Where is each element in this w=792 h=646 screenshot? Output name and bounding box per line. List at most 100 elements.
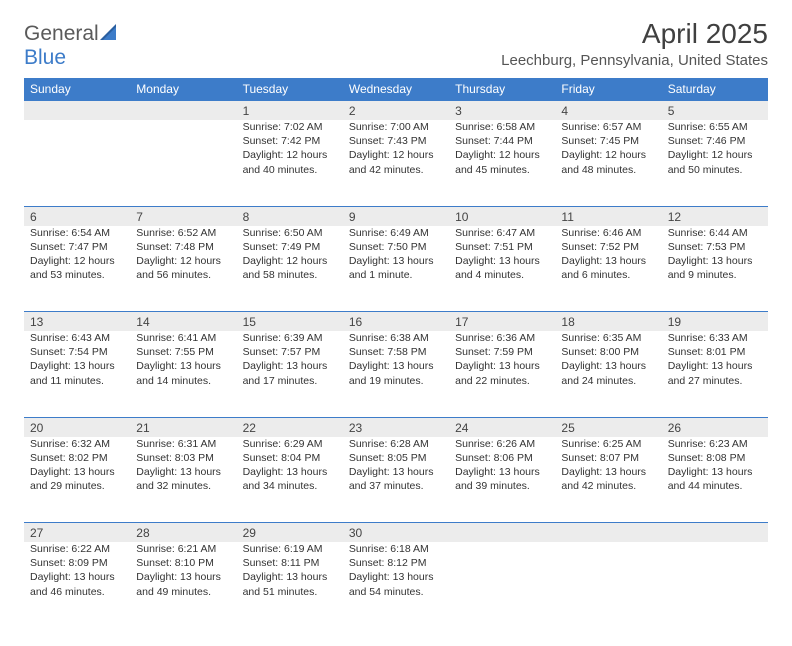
daylight-text: and 4 minutes. (455, 268, 549, 282)
day-number-cell: 27 (24, 523, 130, 543)
brand-sail-icon (100, 22, 120, 46)
day-content-cell: Sunrise: 6:18 AMSunset: 8:12 PMDaylight:… (343, 542, 449, 628)
daylight-text: Daylight: 13 hours (349, 254, 443, 268)
day-content-cell: Sunrise: 6:46 AMSunset: 7:52 PMDaylight:… (555, 226, 661, 312)
daylight-text: and 58 minutes. (243, 268, 337, 282)
sunset-text: Sunset: 7:45 PM (561, 134, 655, 148)
day-content-cell: Sunrise: 6:29 AMSunset: 8:04 PMDaylight:… (237, 437, 343, 523)
daylight-text: and 39 minutes. (455, 479, 549, 493)
daylight-text: Daylight: 12 hours (455, 148, 549, 162)
day-content-cell: Sunrise: 6:54 AMSunset: 7:47 PMDaylight:… (24, 226, 130, 312)
daylight-text: Daylight: 13 hours (561, 254, 655, 268)
sunset-text: Sunset: 8:12 PM (349, 556, 443, 570)
day-number-cell (555, 523, 661, 543)
day-number-cell: 29 (237, 523, 343, 543)
daylight-text: and 27 minutes. (668, 374, 762, 388)
day-number-cell (24, 101, 130, 121)
daylight-text: and 34 minutes. (243, 479, 337, 493)
daylight-text: and 50 minutes. (668, 163, 762, 177)
daylight-text: and 37 minutes. (349, 479, 443, 493)
day-content-cell (449, 542, 555, 628)
day-number-cell: 15 (237, 312, 343, 332)
sunset-text: Sunset: 7:47 PM (30, 240, 124, 254)
daylight-text: and 45 minutes. (455, 163, 549, 177)
day-number-cell: 12 (662, 206, 768, 226)
sunrise-text: Sunrise: 6:41 AM (136, 331, 230, 345)
day-number-cell: 20 (24, 417, 130, 437)
calendar-body: 12345Sunrise: 7:02 AMSunset: 7:42 PMDayl… (24, 101, 768, 629)
daylight-text: and 51 minutes. (243, 585, 337, 599)
daylight-text: Daylight: 13 hours (455, 359, 549, 373)
sunset-text: Sunset: 7:49 PM (243, 240, 337, 254)
sunset-text: Sunset: 8:09 PM (30, 556, 124, 570)
sunset-text: Sunset: 7:55 PM (136, 345, 230, 359)
day-content-cell: Sunrise: 6:33 AMSunset: 8:01 PMDaylight:… (662, 331, 768, 417)
day-content-cell: Sunrise: 6:50 AMSunset: 7:49 PMDaylight:… (237, 226, 343, 312)
day-number-cell (449, 523, 555, 543)
daynum-row: 12345 (24, 101, 768, 121)
sunrise-text: Sunrise: 6:55 AM (668, 120, 762, 134)
sunrise-text: Sunrise: 6:38 AM (349, 331, 443, 345)
daylight-text: Daylight: 12 hours (668, 148, 762, 162)
weekday-header: Tuesday (237, 78, 343, 101)
sunrise-text: Sunrise: 6:49 AM (349, 226, 443, 240)
day-content-cell: Sunrise: 6:23 AMSunset: 8:08 PMDaylight:… (662, 437, 768, 523)
sunrise-text: Sunrise: 6:35 AM (561, 331, 655, 345)
sunrise-text: Sunrise: 6:23 AM (668, 437, 762, 451)
sunrise-text: Sunrise: 6:18 AM (349, 542, 443, 556)
daylight-text: and 9 minutes. (668, 268, 762, 282)
content-row: Sunrise: 6:32 AMSunset: 8:02 PMDaylight:… (24, 437, 768, 523)
sunrise-text: Sunrise: 6:21 AM (136, 542, 230, 556)
day-content-cell: Sunrise: 6:47 AMSunset: 7:51 PMDaylight:… (449, 226, 555, 312)
sunset-text: Sunset: 8:06 PM (455, 451, 549, 465)
day-content-cell (130, 120, 236, 206)
day-number-cell (662, 523, 768, 543)
daylight-text: and 56 minutes. (136, 268, 230, 282)
day-content-cell: Sunrise: 6:57 AMSunset: 7:45 PMDaylight:… (555, 120, 661, 206)
sunset-text: Sunset: 8:01 PM (668, 345, 762, 359)
daylight-text: Daylight: 13 hours (349, 465, 443, 479)
sunrise-text: Sunrise: 6:54 AM (30, 226, 124, 240)
day-number-cell: 4 (555, 101, 661, 121)
daylight-text: Daylight: 13 hours (561, 465, 655, 479)
day-number-cell: 18 (555, 312, 661, 332)
daylight-text: and 54 minutes. (349, 585, 443, 599)
sunrise-text: Sunrise: 6:28 AM (349, 437, 443, 451)
day-number-cell: 26 (662, 417, 768, 437)
sunrise-text: Sunrise: 6:52 AM (136, 226, 230, 240)
sunset-text: Sunset: 8:00 PM (561, 345, 655, 359)
sunrise-text: Sunrise: 7:00 AM (349, 120, 443, 134)
daylight-text: Daylight: 12 hours (136, 254, 230, 268)
day-content-cell: Sunrise: 6:19 AMSunset: 8:11 PMDaylight:… (237, 542, 343, 628)
daylight-text: and 53 minutes. (30, 268, 124, 282)
day-number-cell: 5 (662, 101, 768, 121)
daylight-text: Daylight: 13 hours (668, 254, 762, 268)
sunrise-text: Sunrise: 6:32 AM (30, 437, 124, 451)
daylight-text: Daylight: 12 hours (243, 148, 337, 162)
day-number-cell: 13 (24, 312, 130, 332)
daylight-text: Daylight: 12 hours (349, 148, 443, 162)
daylight-text: and 19 minutes. (349, 374, 443, 388)
sunset-text: Sunset: 7:59 PM (455, 345, 549, 359)
sunrise-text: Sunrise: 6:57 AM (561, 120, 655, 134)
day-number-cell: 7 (130, 206, 236, 226)
day-number-cell: 6 (24, 206, 130, 226)
day-content-cell: Sunrise: 6:21 AMSunset: 8:10 PMDaylight:… (130, 542, 236, 628)
daylight-text: and 46 minutes. (30, 585, 124, 599)
sunset-text: Sunset: 8:08 PM (668, 451, 762, 465)
daynum-row: 27282930 (24, 523, 768, 543)
day-content-cell: Sunrise: 6:22 AMSunset: 8:09 PMDaylight:… (24, 542, 130, 628)
content-row: Sunrise: 6:54 AMSunset: 7:47 PM Daylight:… (24, 226, 768, 312)
sunrise-text: Sunrise: 6:33 AM (668, 331, 762, 345)
sunset-text: Sunset: 8:07 PM (561, 451, 655, 465)
sunset-text: Sunset: 7:46 PM (668, 134, 762, 148)
day-content-cell (24, 120, 130, 206)
daylight-text: Daylight: 13 hours (30, 359, 124, 373)
daylight-text: and 17 minutes. (243, 374, 337, 388)
month-title: April 2025 (501, 18, 768, 50)
day-number-cell: 9 (343, 206, 449, 226)
day-content-cell: Sunrise: 6:32 AMSunset: 8:02 PMDaylight:… (24, 437, 130, 523)
sunset-text: Sunset: 7:51 PM (455, 240, 549, 254)
sunset-text: Sunset: 7:58 PM (349, 345, 443, 359)
day-number-cell: 11 (555, 206, 661, 226)
